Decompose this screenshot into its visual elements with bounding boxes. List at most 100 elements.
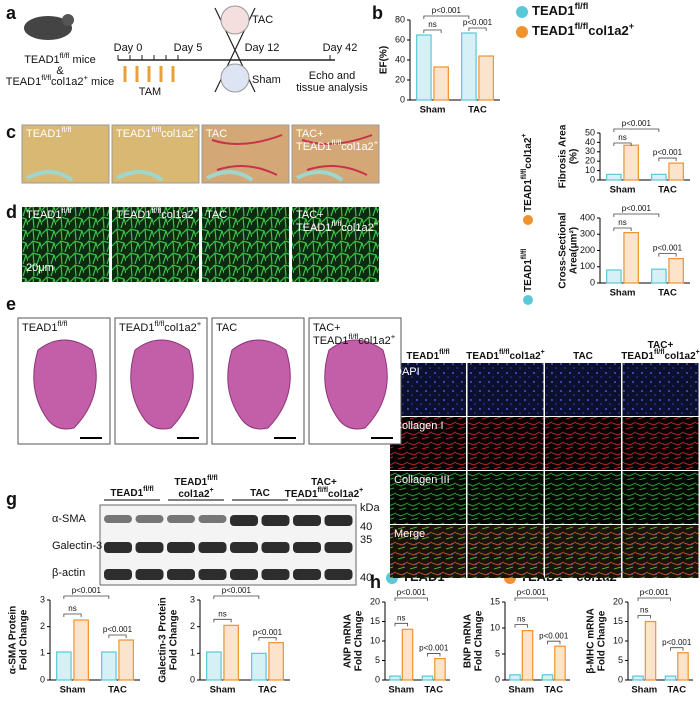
y-axis-label: Area(μm²): [569, 227, 580, 274]
image-label-part: TAC: [206, 128, 227, 140]
lane-header-part: +: [210, 487, 214, 494]
blot-band: [293, 542, 321, 553]
column-header-part: +: [541, 349, 545, 356]
y-tick-label: 200: [580, 245, 595, 255]
x-tick-label: Sham: [631, 685, 657, 696]
significance-label: ns: [68, 604, 76, 613]
heart-sham-icon: [220, 63, 250, 93]
legend-label-part: TEAD1: [532, 3, 575, 18]
significance-bracket: [63, 613, 82, 617]
column-header: TEAD1fl/flcol1a2+: [621, 349, 700, 361]
blot-band: [261, 515, 290, 526]
bar: [251, 652, 267, 681]
panel-letter: b: [372, 3, 383, 23]
wga-image: [112, 207, 199, 282]
if-image: [390, 471, 466, 524]
y-tick-label: 0: [618, 674, 623, 684]
sham-label: Sham: [252, 74, 281, 86]
bar: [644, 620, 657, 681]
heart-tac-icon: [220, 5, 250, 35]
column-header: TAC+: [648, 340, 674, 351]
legend-label: TEAD1fl/flcol1a2+: [532, 21, 634, 38]
kda-marker: 40: [360, 572, 372, 584]
y-tick-label: 5: [375, 655, 380, 665]
if-image: [467, 525, 544, 578]
panel-letter: e: [6, 294, 16, 314]
significance-bracket: [213, 595, 260, 599]
significance-bracket: [258, 637, 277, 641]
bar: [206, 651, 222, 681]
bar: [461, 32, 477, 101]
row-label: Collagen III: [394, 474, 450, 486]
significance-label: p<0.001: [222, 586, 252, 595]
lane-header: TEAD1fl/fl: [174, 475, 217, 487]
lane-header-part: TEAD1: [174, 477, 207, 488]
image-label-part: fl/fl: [348, 332, 358, 341]
y-axis-label: Galectin-3 Protein: [158, 597, 169, 683]
image-label-part: +: [194, 125, 199, 134]
y-tick-label: 50: [585, 127, 595, 137]
image-label-part: TEAD1: [26, 209, 61, 221]
lane-header-part: +: [359, 487, 363, 494]
image-label-part: TAC: [206, 209, 227, 221]
legend-label: TEAD1fl/fl: [532, 1, 588, 18]
significance-label: ns: [618, 133, 626, 142]
lane-header-part: col1a2: [178, 489, 210, 500]
lane-header-part: fl/fl: [143, 486, 154, 493]
column-header-part: TAC: [573, 351, 593, 362]
significance-bracket: [637, 615, 651, 619]
echo-label: Echo and: [309, 70, 355, 82]
blot-band: [230, 569, 258, 580]
mice-label-part: TEAD1: [24, 54, 59, 66]
significance-label: p<0.001: [539, 631, 569, 640]
legend-label-part: TEAD1: [523, 259, 534, 292]
significance-label: p<0.001: [419, 644, 449, 653]
if-image: [622, 525, 699, 578]
legend-label-part: +: [521, 133, 528, 137]
legend-swatch: [523, 215, 533, 225]
column-header-part: TEAD1: [621, 351, 654, 362]
bar: [668, 162, 684, 181]
column-header-part: +: [696, 349, 700, 356]
image-label: TAC: [206, 128, 227, 140]
blot-band: [230, 515, 258, 526]
y-tick-label: 20: [613, 596, 623, 606]
mouse-head: [62, 14, 74, 26]
y-tick-label: 0: [590, 174, 595, 184]
significance-label: p<0.001: [653, 148, 683, 157]
legend-label: TEAD1fl/fl: [521, 249, 533, 292]
significance-label: ns: [397, 613, 405, 622]
day-label: Day 0: [114, 42, 143, 54]
image-label: TEAD1fl/fl: [22, 319, 68, 334]
significance-bracket: [613, 213, 660, 217]
mice-and: &: [56, 65, 64, 77]
image-label-part: TAC+: [296, 128, 324, 140]
y-axis-label: Fold Change: [354, 610, 365, 671]
image-label: TEAD1fl/flcol1a2+: [313, 332, 396, 347]
scale-label: 20μm: [26, 262, 54, 274]
if-image: [545, 363, 621, 416]
significance-label: p<0.001: [72, 586, 102, 595]
bar: [541, 674, 554, 681]
image-label: TEAD1fl/flcol1a2+: [296, 138, 379, 153]
mice-label-part: mice: [70, 54, 96, 66]
column-header-part: fl/fl: [654, 349, 665, 356]
column-header-part: TAC+: [648, 340, 674, 351]
x-tick-label: Sham: [508, 685, 534, 696]
significance-label: ns: [428, 20, 436, 29]
row-label: Merge: [394, 528, 425, 540]
image-label: TAC: [216, 322, 237, 334]
y-tick-label: 0: [400, 94, 405, 104]
lane-header-part: fl/fl: [207, 475, 218, 482]
mice-label-part: fl/fl: [60, 51, 70, 60]
if-image: [467, 471, 544, 524]
panel-letter: h: [370, 572, 381, 592]
bar: [664, 675, 677, 681]
significance-bracket: [213, 618, 232, 623]
image-label-part: fl/fl: [154, 319, 164, 328]
fibrosis-streaks: [301, 134, 373, 176]
bar: [677, 652, 689, 681]
lane-header-part: TEAD1: [110, 488, 143, 499]
bar: [389, 675, 401, 681]
significance-label: ns: [517, 615, 525, 624]
